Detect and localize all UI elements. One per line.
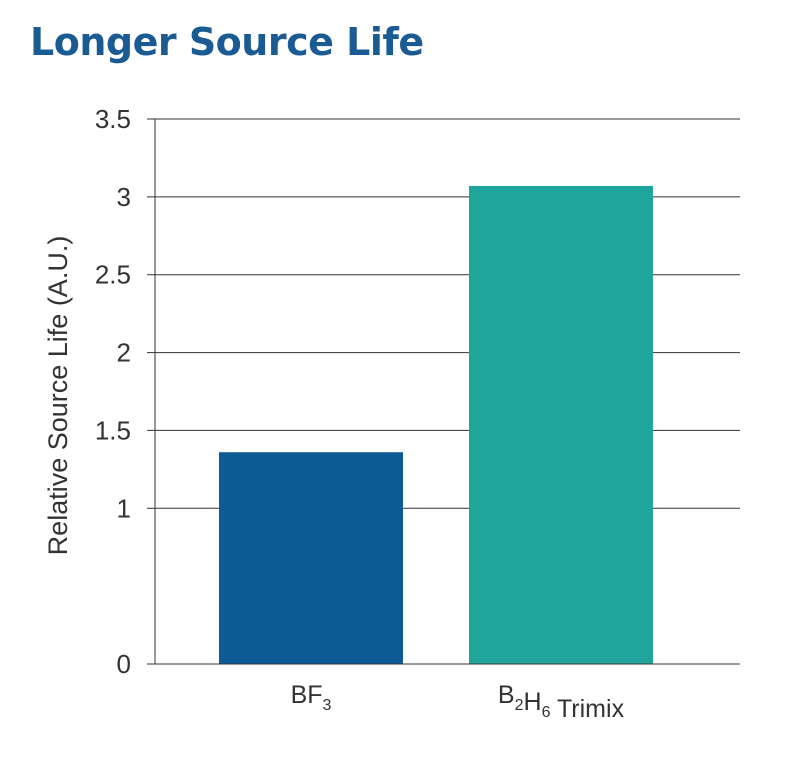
y-axis-title: Relative Source Life (A.U.) [43,236,73,556]
x-category-label: B2H6 Trimix [498,681,625,723]
bar [219,452,403,664]
y-tick-label: 3 [117,182,131,212]
bar [469,185,653,664]
bars [219,185,653,664]
y-tick-label: 1.5 [95,415,131,445]
x-category-labels: BF3 B2H6 Trimix [291,681,625,723]
x-category-label: BF3 [291,681,332,714]
y-tick-labels: 0 1 1.5 2 2.5 3 3.5 [95,104,131,679]
y-tick-label: 3.5 [95,104,131,134]
y-tick-label: 1 [117,493,131,523]
y-tick-label: 2.5 [95,260,131,290]
axes [147,119,740,665]
y-tick-label: 0 [117,649,131,679]
y-tick-label: 2 [117,338,131,368]
chart-title: Longer Source Life [30,20,424,64]
